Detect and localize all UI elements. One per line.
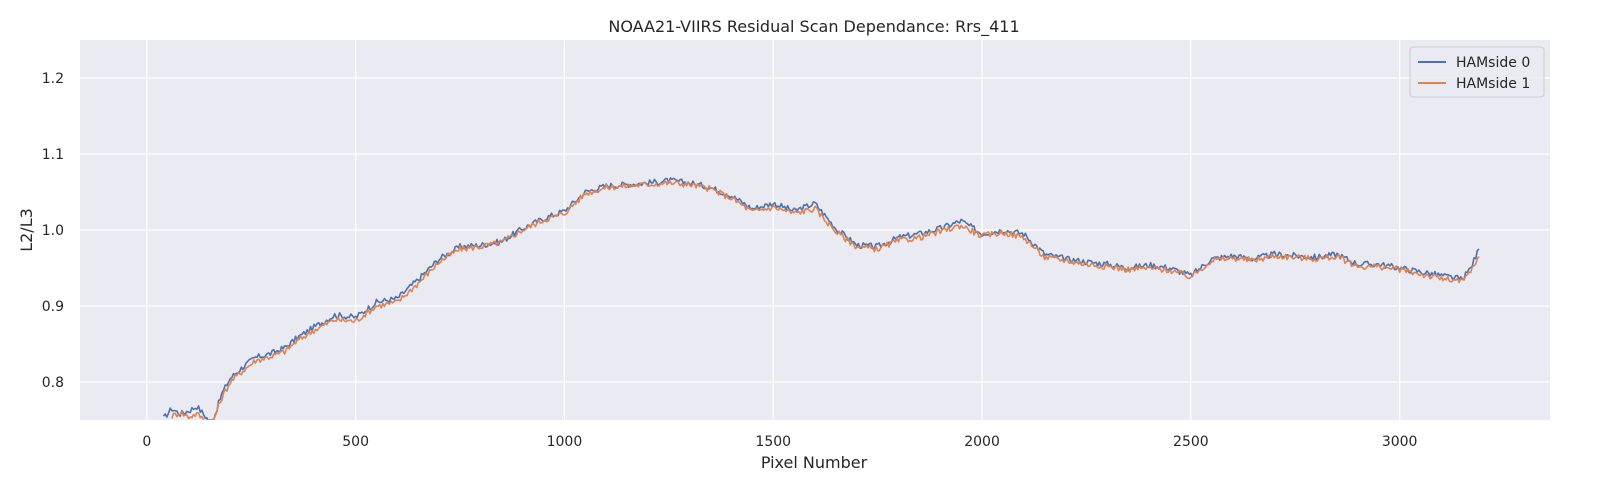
x-tick-label: 1500 [755, 434, 791, 450]
series-line-hamside-0 [162, 177, 1480, 420]
x-axis-label: Pixel Number [761, 453, 868, 472]
y-axis-label: L2/L3 [17, 208, 36, 252]
y-tick-label: 1.2 [42, 71, 64, 87]
series-lines [162, 177, 1480, 420]
y-tick-label: 1.1 [42, 147, 64, 163]
legend: HAMside 0 HAMside 1 [1409, 46, 1545, 98]
x-tick-label: 2500 [1173, 434, 1209, 450]
x-axis-ticks: 0 500 1000 1500 2000 2500 3000 [142, 434, 1417, 450]
legend-box [1409, 46, 1545, 98]
y-tick-label: 0.9 [42, 299, 64, 315]
legend-label: HAMside 1 [1456, 76, 1530, 92]
gridlines [80, 40, 1550, 420]
y-tick-label: 0.8 [42, 375, 64, 391]
x-tick-label: 500 [342, 434, 369, 450]
x-tick-label: 3000 [1382, 434, 1418, 450]
series-line-hamside-1 [171, 180, 1480, 420]
x-tick-label: 0 [142, 434, 151, 450]
chart-title: NOAA21-VIIRS Residual Scan Dependance: R… [608, 17, 1019, 37]
x-tick-label: 2000 [964, 434, 1000, 450]
x-tick-label: 1000 [547, 434, 583, 450]
y-tick-label: 1.0 [42, 223, 64, 239]
y-axis-ticks: 0.8 0.9 1.0 1.1 1.2 [42, 71, 64, 391]
legend-label: HAMside 0 [1456, 55, 1530, 71]
